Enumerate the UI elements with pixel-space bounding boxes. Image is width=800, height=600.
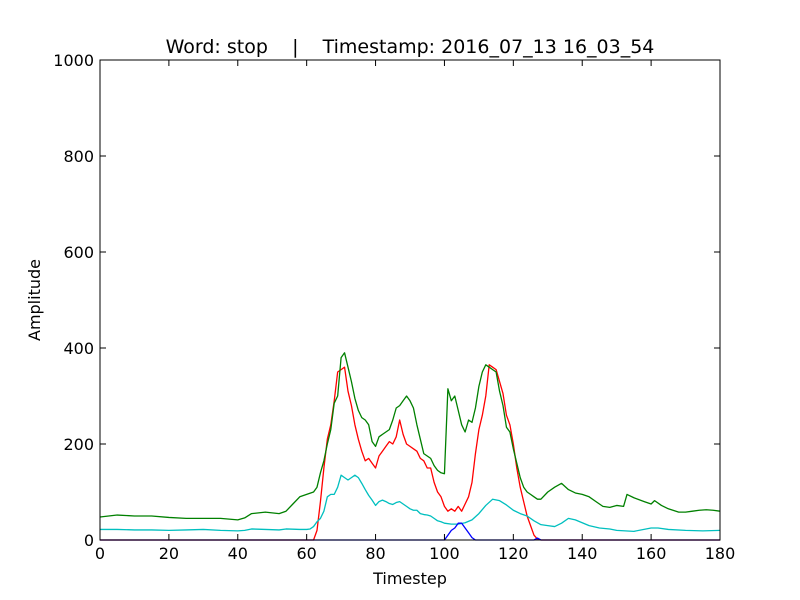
x-tick-label: 140 — [567, 544, 598, 563]
y-tick-label: 1000 — [53, 51, 94, 70]
x-axis-ticks: 0 20 40 60 80 100 120 140 160 180 — [95, 60, 735, 563]
plot-frame — [99, 59, 721, 541]
series-layer — [99, 352, 721, 541]
series-line-2 — [99, 352, 721, 521]
y-tick-label: 200 — [63, 435, 94, 454]
x-tick-label: 60 — [296, 544, 316, 563]
y-tick-label: 800 — [63, 147, 94, 166]
y-tick-label: 0 — [84, 531, 94, 550]
x-tick-label: 180 — [705, 544, 736, 563]
series-line-3 — [100, 474, 721, 533]
x-tick-label: 100 — [429, 544, 460, 563]
series-line-1 — [100, 364, 720, 541]
x-axis-title: Timestep — [372, 569, 447, 588]
y-tick-label: 400 — [63, 339, 94, 358]
x-tick-label: 80 — [365, 544, 385, 563]
y-tick-label: 600 — [63, 243, 94, 262]
x-tick-label: 40 — [228, 544, 248, 563]
series-line-4 — [100, 522, 720, 541]
x-tick-label: 0 — [95, 544, 105, 563]
x-tick-label: 120 — [498, 544, 529, 563]
chart-title: Word: stop | Timestamp: 2016_07_13 16_03… — [166, 36, 655, 58]
y-axis-ticks: 0 200 400 600 800 1000 — [53, 51, 720, 550]
y-axis-title: Amplitude — [25, 259, 44, 341]
x-tick-label: 20 — [159, 544, 179, 563]
x-tick-label: 160 — [636, 544, 667, 563]
